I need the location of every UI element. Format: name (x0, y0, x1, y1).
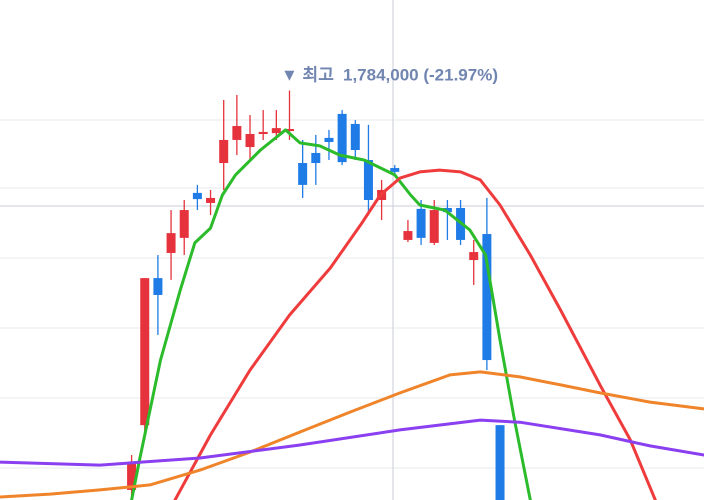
candle-body (206, 197, 216, 203)
candle-body (284, 128, 294, 132)
candle (271, 110, 281, 140)
candle-body (127, 462, 137, 490)
grid (0, 119, 704, 469)
candle-body (311, 152, 321, 164)
candle (324, 129, 334, 161)
candle (258, 110, 268, 140)
candle (350, 120, 360, 161)
candle (245, 115, 255, 161)
moving-average-line (130, 128, 532, 500)
candle (469, 239, 479, 285)
candle (363, 124, 373, 216)
candle-body (179, 210, 189, 238)
candle-body (245, 134, 255, 148)
candle-body (232, 126, 242, 140)
candle (442, 200, 452, 240)
candle-body (219, 139, 229, 164)
candle-body (416, 208, 426, 238)
candle-body (337, 113, 347, 163)
candle-body (495, 425, 505, 500)
candle (416, 200, 426, 245)
candle (219, 100, 229, 190)
candle-body (192, 192, 202, 200)
candle-body (271, 128, 281, 134)
candle-body (258, 131, 268, 135)
candle-body (469, 252, 479, 261)
moving-average-line (0, 418, 704, 467)
candle-body (403, 231, 413, 240)
candle-body (390, 168, 400, 172)
candle-body (442, 207, 452, 213)
moving-average-line (0, 370, 704, 499)
candle (166, 210, 176, 280)
candle-body (429, 210, 439, 243)
candle (482, 197, 492, 371)
candle (153, 255, 163, 335)
candle-body (298, 163, 308, 185)
candle (179, 200, 189, 256)
annotation-text: 1,784,000 (-21.97%) (343, 65, 498, 84)
candle (495, 425, 505, 500)
candle-body (482, 234, 492, 361)
candle-body (153, 278, 163, 295)
candle (206, 189, 216, 216)
candle-body (166, 233, 176, 253)
candle (192, 184, 202, 211)
annotation-marker: ▼ 최고 (281, 65, 334, 84)
candle (298, 139, 308, 198)
candle (311, 134, 321, 185)
plot-area (0, 90, 704, 500)
moving-average-line (173, 168, 657, 500)
candle (140, 278, 150, 440)
candle (232, 94, 242, 156)
candle (403, 220, 413, 243)
candle-body (140, 278, 150, 426)
candle-body (324, 137, 334, 143)
candle-body (363, 160, 373, 200)
candle-body (350, 123, 360, 150)
